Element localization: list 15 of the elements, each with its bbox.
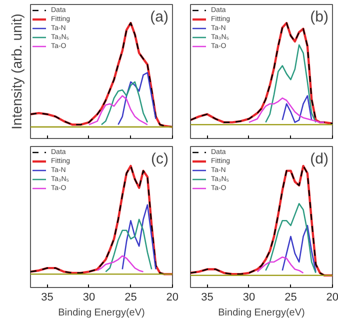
x-tick-label: 25 bbox=[124, 292, 137, 304]
x-tick-label: 25 bbox=[284, 292, 297, 304]
x-tick-label: 35 bbox=[41, 292, 54, 304]
chart-title: (b) bbox=[310, 8, 329, 26]
x-tick-label: 20 bbox=[166, 292, 179, 304]
x-tick-label: 35 bbox=[201, 292, 214, 304]
x-tick-label: 30 bbox=[82, 292, 96, 304]
x-axis-title: Binding Energy(eV) bbox=[218, 308, 305, 318]
chart-title: (d) bbox=[310, 150, 329, 168]
x-tick-label: 20 bbox=[326, 292, 338, 304]
y-axis-title: Intensity (arb. unit) bbox=[8, 14, 24, 130]
chart-title: (c) bbox=[151, 150, 169, 168]
x-axis-title: Binding Energy(eV) bbox=[58, 308, 145, 318]
x-tick-label: 30 bbox=[242, 292, 256, 304]
chart-title: (a) bbox=[150, 8, 169, 26]
